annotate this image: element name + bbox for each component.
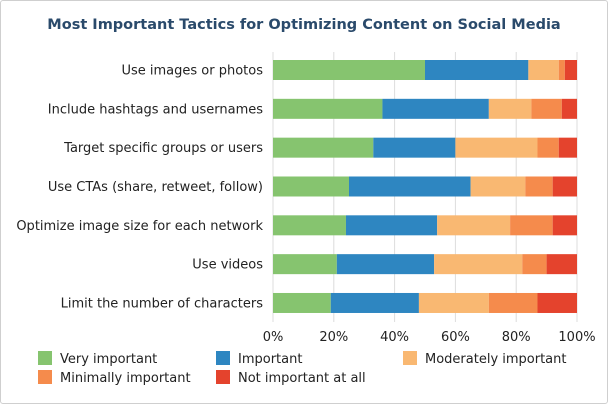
bar-segment xyxy=(349,176,471,197)
bar-segment xyxy=(561,98,577,119)
x-tick-label: 0% xyxy=(263,330,284,345)
bar-segment xyxy=(525,176,553,197)
legend-label: Minimally important xyxy=(60,371,191,386)
bar-segment xyxy=(425,60,529,80)
bar-segment xyxy=(382,98,489,119)
bar-segment xyxy=(546,254,577,275)
bar-segment xyxy=(273,98,383,119)
bar-segment xyxy=(528,60,559,80)
bar-segment xyxy=(558,137,577,158)
bar-segment xyxy=(345,215,438,236)
category-label: Limit the number of characters xyxy=(61,296,264,311)
x-tick-label: 80% xyxy=(502,330,531,345)
bar-segment xyxy=(537,137,559,158)
bar-segment xyxy=(273,60,425,80)
bar-segment xyxy=(330,292,419,313)
legend-swatch xyxy=(216,370,230,384)
bar-segment xyxy=(273,292,331,313)
category-label: Target specific groups or users xyxy=(63,141,263,156)
legend-swatch xyxy=(216,351,230,365)
chart-title: Most Important Tactics for Optimizing Co… xyxy=(47,17,560,33)
category-label: Use videos xyxy=(192,258,263,273)
legend-swatch xyxy=(38,351,52,365)
category-label: Use CTAs (share, retweet, follow) xyxy=(48,180,263,195)
bar-segment xyxy=(273,215,346,236)
legend-swatch xyxy=(38,370,52,384)
bar-segment xyxy=(488,98,532,119)
x-axis-ticks: 0% 20% 40% 60% 80% 100% xyxy=(263,330,596,345)
category-labels: Use images or photos Include hashtags and… xyxy=(16,64,263,312)
legend-label: Important xyxy=(238,352,302,367)
category-label: Optimize image size for each network xyxy=(16,219,263,234)
legend: Very important Important Moderately import… xyxy=(38,351,567,386)
bar-segment xyxy=(558,60,565,80)
bar-segment xyxy=(273,137,374,158)
legend-label: Moderately important xyxy=(425,352,567,367)
x-tick-label: 60% xyxy=(441,330,470,345)
bar-segment xyxy=(418,292,489,313)
bar-segment xyxy=(552,215,577,236)
bar-segment xyxy=(552,176,577,197)
bar-segment xyxy=(470,176,526,197)
bar-segment xyxy=(434,254,523,275)
category-label: Include hashtags and usernames xyxy=(48,102,263,117)
bar-segment xyxy=(522,254,547,275)
bar-segment xyxy=(488,292,538,313)
bar-segment xyxy=(510,215,553,236)
bar-segment xyxy=(437,215,511,236)
bar-segment xyxy=(537,292,577,313)
bar-segment xyxy=(373,137,456,158)
bar-segment xyxy=(273,176,349,197)
bar-segment xyxy=(273,254,337,275)
bar-segment xyxy=(531,98,562,119)
x-tick-label: 100% xyxy=(558,330,595,345)
bar-segment xyxy=(455,137,538,158)
x-tick-label: 40% xyxy=(380,330,409,345)
legend-label: Not important at all xyxy=(238,371,366,386)
bars xyxy=(273,60,577,313)
legend-label: Very important xyxy=(60,352,157,367)
x-tick-label: 20% xyxy=(319,330,348,345)
bar-segment xyxy=(336,254,435,275)
bar-segment xyxy=(564,60,577,80)
legend-swatch xyxy=(403,351,417,365)
category-label: Use images or photos xyxy=(121,64,263,79)
